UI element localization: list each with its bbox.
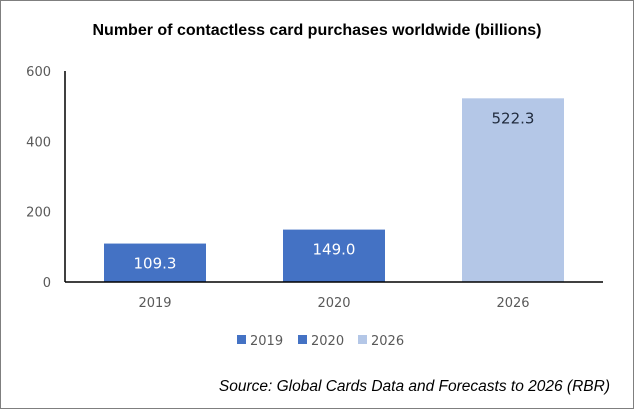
legend-label-2020: 2020 [311, 334, 344, 349]
legend-label-2019: 2019 [250, 334, 283, 349]
x-tick-label: 2026 [496, 296, 529, 311]
y-tick-label: 0 [43, 276, 51, 291]
x-tick-label: 2020 [317, 296, 350, 311]
data-label-2026: 522.3 [492, 109, 535, 127]
y-tick-label: 400 [26, 135, 51, 150]
x-tick-label: 2019 [138, 296, 171, 311]
bar-2020 [283, 229, 385, 282]
y-tick-label: 200 [26, 206, 51, 221]
source-note: Source: Global Cards Data and Forecasts … [219, 378, 610, 395]
bar-2026 [462, 98, 564, 283]
bar-2019 [104, 243, 206, 282]
chart-title: Number of contactless card purchases wor… [93, 22, 542, 39]
legend-swatch-2019 [237, 335, 246, 344]
legend-label-2026: 2026 [371, 334, 404, 349]
data-label-2019: 109.3 [134, 255, 177, 273]
legend-swatch-2026 [358, 335, 367, 344]
legend-swatch-2020 [298, 335, 307, 344]
y-tick-label: 600 [26, 65, 51, 80]
data-label-2020: 149.0 [313, 241, 356, 259]
